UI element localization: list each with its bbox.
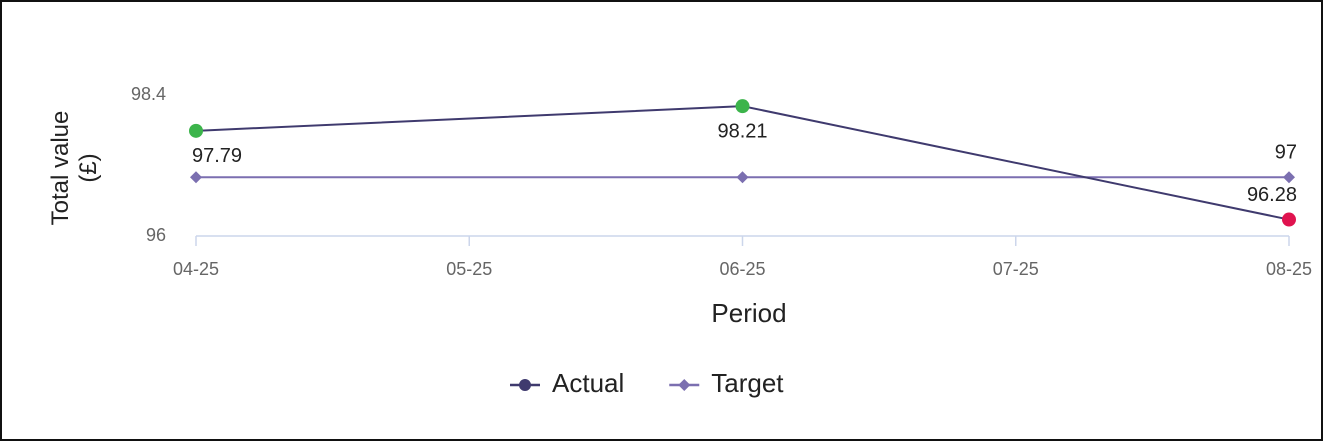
x-tick-label: 07-25 bbox=[993, 259, 1039, 279]
legend-label: Target bbox=[711, 368, 784, 398]
legend-label: Actual bbox=[552, 368, 624, 398]
x-tick-label: 05-25 bbox=[446, 259, 492, 279]
data-point bbox=[190, 171, 202, 184]
x-axis-title: Period bbox=[711, 298, 786, 328]
data-label: 98.21 bbox=[717, 120, 767, 142]
x-tick-label: 06-25 bbox=[719, 259, 765, 279]
data-label: 97.79 bbox=[192, 145, 242, 167]
x-tick-label: 04-25 bbox=[173, 259, 219, 279]
data-point bbox=[735, 99, 750, 114]
data-point bbox=[1282, 212, 1296, 227]
y-axis-title: Total value (£) bbox=[47, 110, 102, 226]
data-point bbox=[189, 123, 203, 138]
legend-marker bbox=[678, 379, 691, 391]
data-label: 97 bbox=[1275, 142, 1297, 164]
data-point bbox=[736, 171, 749, 184]
y-tick-label: 96 bbox=[146, 225, 166, 245]
x-tick-label: 08-25 bbox=[1266, 259, 1312, 279]
data-point bbox=[1283, 171, 1295, 184]
data-label: 96.28 bbox=[1247, 184, 1297, 206]
y-tick-label: 98.4 bbox=[131, 84, 166, 104]
legend-marker bbox=[519, 379, 531, 391]
